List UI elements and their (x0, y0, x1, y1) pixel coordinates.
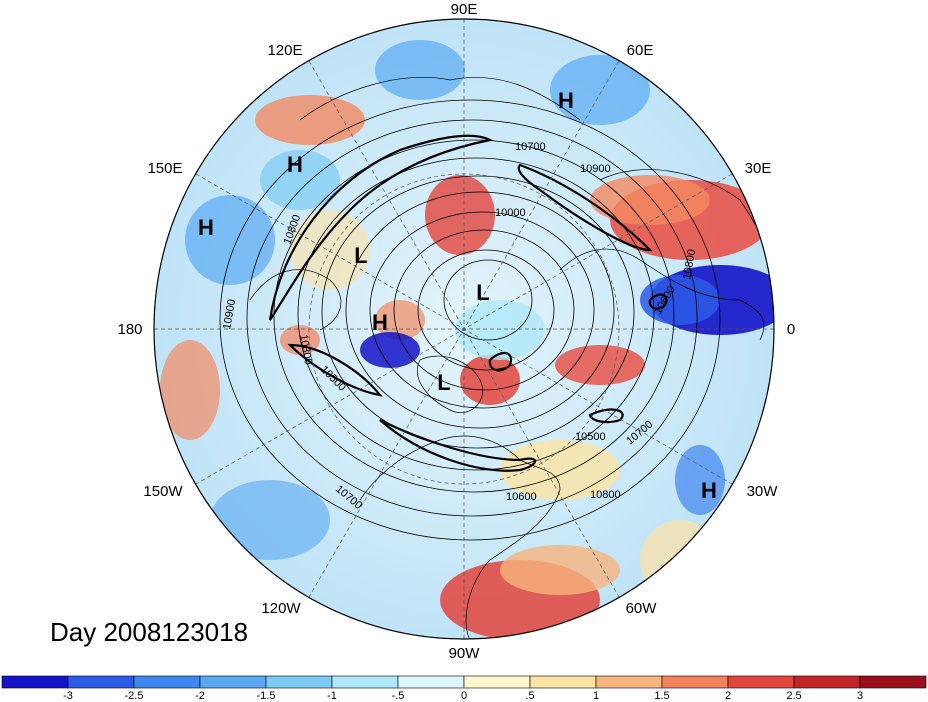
contour-label: 10000 (495, 207, 526, 219)
colorbar-tick-label: -3 (63, 690, 73, 702)
contour-label: 10500 (575, 431, 606, 443)
low-pressure-marker: L (354, 243, 367, 268)
lon-label-180: 180 (117, 321, 142, 338)
pressure-systems: H H H H L L L H (198, 88, 717, 503)
colorbar-swatch (133, 675, 201, 689)
colorbar-tick-label: 3 (857, 690, 863, 702)
low-pressure-marker: L (437, 370, 450, 395)
colorbar-swatch (529, 675, 597, 689)
colorbar: -3 -2.5 -2 -1.5 -1 -.5 0 .5 1 1.5 2 2.5 3 (1, 675, 927, 702)
high-pressure-marker: H (372, 310, 388, 335)
colorbar-tick-label: 2 (725, 690, 731, 702)
longitude-labels: 90E 60E 30E 0 30W 60W 90W 120W 150W 180 … (117, 1, 795, 662)
colorbar-swatch (397, 675, 465, 689)
colorbar-swatch (199, 675, 267, 689)
colorbar-tick-label: 0 (461, 690, 467, 702)
colorbar-swatch (859, 675, 927, 689)
high-pressure-marker: H (701, 478, 717, 503)
colorbar-tick-label: 2.5 (786, 690, 801, 702)
colorbar-swatch (595, 675, 663, 689)
contour-label: 10800 (590, 489, 621, 501)
contour-label: 10300 (297, 333, 314, 365)
high-pressure-marker: H (558, 88, 574, 113)
colorbar-swatch (793, 675, 861, 689)
anomaly-shading (154, 19, 774, 639)
colorbar-tick-label: -.5 (392, 690, 405, 702)
day-label: Day 2008123018 (50, 617, 249, 647)
colorbar-tick-label: -1.5 (257, 690, 276, 702)
colorbar-tick-label: 1.5 (654, 690, 669, 702)
colorbar-tick-label: -2 (195, 690, 205, 702)
lon-label-90e: 90E (451, 1, 478, 18)
colorbar-swatch (331, 675, 399, 689)
low-pressure-marker: L (476, 280, 489, 305)
colorbar-tick-label: -1 (327, 690, 337, 702)
colorbar-tick-label: .5 (525, 690, 534, 702)
colorbar-tick-label: -2.5 (125, 690, 144, 702)
lon-label-150w: 150W (143, 483, 183, 500)
contour-label: 10600 (506, 491, 537, 503)
height-contours (219, 99, 721, 541)
lon-label-90w: 90W (449, 645, 481, 662)
lon-label-60w: 60W (626, 600, 658, 617)
lon-label-30e: 30E (745, 160, 772, 177)
high-pressure-marker: H (198, 215, 214, 240)
lon-label-120e: 120E (267, 42, 302, 59)
colorbar-swatch (265, 675, 333, 689)
lon-label-150e: 150E (147, 160, 182, 177)
lon-label-0: 0 (787, 321, 795, 338)
contour-label: 10900 (221, 298, 238, 330)
colorbar-swatch (1, 675, 69, 689)
colorbar-swatch (67, 675, 135, 689)
contour-label: 10800 (681, 248, 698, 280)
colorbar-swatch (463, 675, 531, 689)
lon-label-120w: 120W (261, 600, 301, 617)
colorbar-swatch (727, 675, 795, 689)
colorbar-tick-label: 1 (593, 690, 599, 702)
colorbar-swatch (661, 675, 729, 689)
lon-label-60e: 60E (627, 42, 654, 59)
high-pressure-marker: H (287, 152, 303, 177)
lon-label-30w: 30W (747, 483, 779, 500)
contour-label: 10900 (580, 163, 611, 175)
map-border (153, 18, 775, 640)
coastlines (249, 77, 771, 639)
contour-label: 10700 (515, 141, 546, 153)
